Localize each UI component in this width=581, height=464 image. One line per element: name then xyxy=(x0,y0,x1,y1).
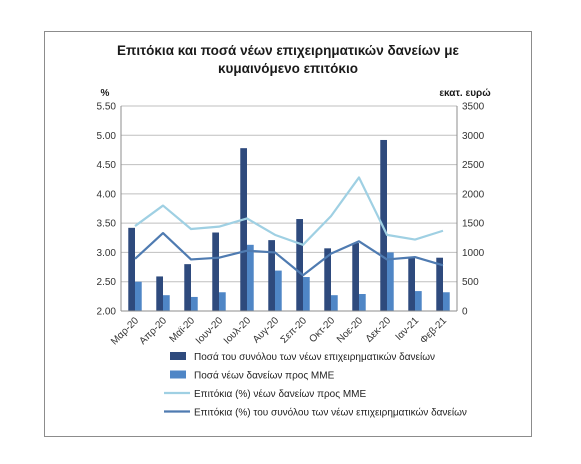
x-tick-label: Αυγ-20 xyxy=(251,315,281,345)
bar-series-2 xyxy=(387,252,394,311)
bar-series-2 xyxy=(303,277,310,311)
left-tick-label: 2.00 xyxy=(97,307,117,318)
right-tick-label: 3500 xyxy=(462,102,485,113)
legend-swatch-bar xyxy=(170,370,186,379)
bar-series-2 xyxy=(415,291,422,311)
x-tick-label: Οκτ-20 xyxy=(307,315,337,345)
x-tick-label: Μαϊ-20 xyxy=(168,315,198,345)
bar-series-1 xyxy=(156,276,163,311)
bar-series-1 xyxy=(436,257,443,311)
bar-series-2 xyxy=(331,295,338,311)
bar-series-2 xyxy=(135,281,142,311)
left-tick-label: 3.50 xyxy=(97,219,117,230)
x-tick-label: Φεβ-21 xyxy=(418,315,449,346)
x-tick-label: Νοε-20 xyxy=(335,315,365,345)
chart-frame: Επιτόκια και ποσά νέων επιχειρηματικών δ… xyxy=(44,31,532,437)
legend-label: Ποσά του συνόλου των νέων επιχειρηματικώ… xyxy=(194,351,435,363)
right-tick-label: 1500 xyxy=(462,219,485,230)
left-tick-label: 4.00 xyxy=(97,189,117,200)
left-tick-label: 4.50 xyxy=(97,160,117,171)
bar-series-1 xyxy=(128,227,135,311)
chart: Επιτόκια και ποσά νέων επιχειρηματικών δ… xyxy=(97,43,492,419)
bar-series-2 xyxy=(443,292,450,311)
bar-series-2 xyxy=(219,292,226,311)
bar-series-1 xyxy=(408,257,415,311)
legend-label: Ποσά νέων δανείων προς ΜΜΕ xyxy=(194,370,335,382)
bar-series-2 xyxy=(191,296,198,311)
x-tick-label: Μαρ-20 xyxy=(109,315,141,347)
right-tick-label: 500 xyxy=(462,277,479,288)
x-tick-label: Ιουλ-20 xyxy=(222,315,254,347)
chart-title-line2: κυμαινόμενο επιτόκιο xyxy=(218,61,358,76)
bar-series-1 xyxy=(240,148,247,311)
legend-swatch-bar xyxy=(170,352,186,360)
legend-label: Επιτόκια (%) του συνόλου των νέων επιχει… xyxy=(194,407,467,419)
right-tick-label: 2500 xyxy=(462,160,485,171)
right-axis-unit: εκατ. ευρώ xyxy=(439,88,491,99)
bar-series-2 xyxy=(247,244,254,311)
left-axis-unit: % xyxy=(101,88,110,99)
bar-series-1 xyxy=(352,243,359,311)
chart-title-line1: Επιτόκια και ποσά νέων επιχειρηματικών δ… xyxy=(117,43,459,58)
line-series-2 xyxy=(134,232,444,277)
bar-series-1 xyxy=(296,219,303,311)
line-series-1 xyxy=(134,176,444,246)
bar-series-2 xyxy=(275,270,282,311)
right-tick-label: 2000 xyxy=(462,189,485,200)
bar-series-2 xyxy=(359,294,366,311)
bar-series-1 xyxy=(268,240,275,311)
bar-series-1 xyxy=(212,232,219,311)
bar-series-1 xyxy=(184,264,191,311)
left-tick-label: 2.50 xyxy=(97,277,117,288)
left-tick-label: 5.00 xyxy=(97,131,117,142)
right-tick-label: 0 xyxy=(462,307,468,318)
right-tick-label: 3000 xyxy=(462,131,485,142)
left-tick-label: 3.00 xyxy=(97,248,117,259)
right-tick-label: 1000 xyxy=(462,248,485,259)
bar-series-2 xyxy=(163,295,170,311)
x-tick-label: Σεπ-20 xyxy=(279,315,310,346)
left-tick-label: 5.50 xyxy=(97,102,117,113)
x-tick-label: Απρ-20 xyxy=(138,315,170,347)
legend-label: Επιτόκια (%) νέων δανείων προς ΜΜΕ xyxy=(194,388,366,400)
x-tick-label: Δεκ-20 xyxy=(364,315,394,345)
x-tick-label: Ιουν-20 xyxy=(194,315,226,347)
bar-series-1 xyxy=(324,248,331,311)
